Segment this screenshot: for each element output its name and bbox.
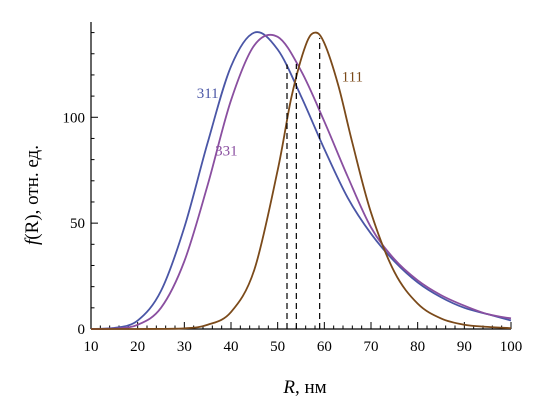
y-tick-label: 50: [70, 216, 85, 232]
series-line-111: [91, 31, 512, 330]
series-label-331: 331: [215, 143, 238, 159]
y-axis-title: f(R), отн. ед.: [22, 145, 43, 245]
series-group: [90, 31, 512, 330]
series-line-331: [90, 33, 512, 330]
x-tick-label: 20: [130, 339, 145, 355]
y-tick-label: 0: [78, 322, 86, 338]
x-tick-label: 70: [364, 339, 379, 355]
x-axis-title-var: R: [282, 377, 295, 398]
y-ticks: 0 50 100: [63, 32, 98, 338]
x-axis-title-unit: , нм: [295, 377, 327, 398]
x-tick-label: 80: [410, 339, 425, 355]
series-line-311: [90, 31, 512, 330]
y-axis-title-rest: (R), отн. ед.: [22, 145, 43, 240]
x-tick-label: 10: [84, 339, 99, 355]
reference-lines: [286, 37, 321, 329]
y-tick-label: 100: [63, 110, 86, 126]
x-tick-label: 30: [177, 339, 192, 355]
axes: [90, 22, 511, 330]
x-axis-title: R, нм: [282, 377, 326, 398]
x-tick-label: 40: [224, 339, 239, 355]
x-ticks: 10 20 30 40 50 60 70 80 90 100: [84, 322, 523, 355]
series-labels: 311 331 111: [197, 69, 363, 159]
x-tick-label: 90: [457, 339, 472, 355]
x-tick-label: 50: [270, 339, 285, 355]
series-label-111: 111: [342, 69, 363, 85]
y-axis-title-func: f: [22, 237, 43, 245]
x-tick-label: 100: [500, 339, 523, 355]
x-tick-label: 60: [317, 339, 332, 355]
series-label-311: 311: [197, 86, 219, 102]
